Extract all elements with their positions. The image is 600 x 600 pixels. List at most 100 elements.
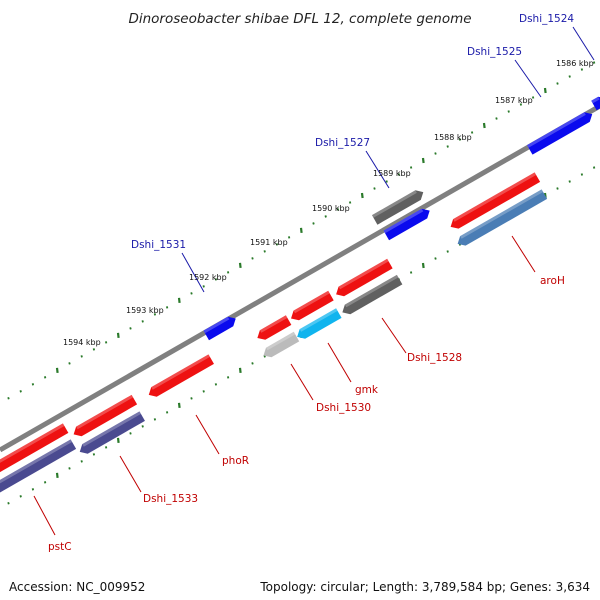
leader-pstc [33, 495, 56, 536]
inner-tick [238, 367, 242, 374]
gene-dshi-1528-body [336, 258, 393, 297]
cds-dshi-1527[interactable] [383, 206, 433, 241]
cds-dshi-1527-shine [383, 208, 424, 234]
leader-dshi-1533 [119, 455, 142, 493]
gene-phor-shine [151, 354, 210, 390]
outer-tick [251, 257, 254, 260]
gene-label-dshi-1533[interactable]: Dshi_1533 [143, 493, 198, 505]
inner-tick [421, 262, 425, 269]
inner-tick [19, 495, 22, 498]
leader-phor [195, 414, 220, 455]
inner-tick [7, 502, 10, 505]
outer-tick [397, 173, 401, 176]
outer-tick [507, 110, 510, 113]
cds-dshi-1531[interactable] [203, 314, 239, 341]
gene-dshi-1533[interactable] [71, 394, 138, 439]
cds-pstc[interactable] [0, 439, 77, 498]
outer-tick [592, 61, 596, 64]
inner-tick [263, 355, 266, 358]
outer-tick [104, 341, 108, 344]
outer-tick [7, 397, 10, 400]
inner-tick [55, 472, 59, 478]
inner-tick [446, 250, 449, 253]
tick-label-1591: 1591 kbp [250, 238, 288, 247]
cds-dshi-1524[interactable] [591, 94, 600, 111]
gene-label-dshi-1525[interactable]: Dshi_1525 [467, 46, 522, 58]
inner-tick [214, 383, 218, 386]
cds-dshi-1525[interactable] [527, 109, 595, 155]
outer-tick [568, 75, 571, 78]
cds-dshi-1531-body [203, 316, 236, 341]
leader-gmk [327, 342, 352, 383]
outer-tick [580, 68, 584, 71]
cds-dshi-1524-shine [591, 96, 600, 104]
outer-tick [55, 367, 59, 373]
gene-dshi-1530-shine [259, 315, 288, 333]
inner-tick [592, 166, 596, 169]
gene-pstc-shine [0, 423, 65, 471]
inner-tick [116, 437, 120, 443]
gene-label-dshi-1527[interactable]: Dshi_1527 [315, 137, 370, 149]
leader-dshi-1527 [365, 150, 390, 189]
outer-tick [165, 306, 169, 309]
inner-tick [129, 432, 132, 435]
accession-text: Accession: NC_009952 [9, 580, 146, 594]
cds-gmk[interactable] [294, 308, 342, 341]
gene-pstc[interactable] [0, 423, 69, 480]
inner-tick [409, 271, 413, 274]
outer-tick [153, 313, 157, 316]
cds-dshi-1528[interactable] [340, 274, 403, 317]
gene-dshi-1528[interactable] [333, 258, 393, 299]
cds-dshi-1528-body [342, 274, 403, 315]
gene-label-dshi-1531[interactable]: Dshi_1531 [131, 239, 186, 251]
gene-label-pstc[interactable]: pstC [48, 541, 72, 553]
gene-aroh-shine [453, 172, 537, 222]
tick-label-1589: 1589 kbp [373, 169, 411, 178]
outer-tick [336, 208, 340, 211]
outer-tick [263, 250, 266, 253]
outer-tick [190, 292, 193, 295]
cds-aroh[interactable] [455, 189, 548, 248]
gene-aroh[interactable] [448, 172, 541, 231]
outer-tick [177, 297, 181, 304]
outer-tick [19, 390, 22, 393]
gene-label-gmk[interactable]: gmk [355, 384, 379, 396]
cds-dshi-1530[interactable] [261, 331, 300, 360]
gene-label-dshi-1530[interactable]: Dshi_1530 [316, 402, 371, 414]
outer-tick [519, 103, 523, 106]
inner-tick [202, 390, 205, 393]
gene-gmk[interactable] [288, 290, 334, 323]
gene-dshi-1527[interactable] [371, 187, 426, 225]
cds-dshi-1530-shine [265, 331, 296, 351]
tick-label-1586: 1586 kbp [556, 59, 594, 68]
outer-tick [482, 122, 486, 129]
gene-dshi-1530[interactable] [255, 315, 292, 342]
inner-tick [43, 481, 47, 484]
outer-tick [495, 117, 498, 120]
outer-tick [226, 271, 230, 274]
tick-labels: 1586 kbp 1587 kbp 1588 kbp 1589 kbp 1590… [63, 59, 594, 347]
inner-tick [68, 467, 71, 470]
inner-tick [80, 460, 83, 463]
tick-label-1593: 1593 kbp [126, 306, 164, 315]
inner-tick [92, 453, 96, 456]
gene-dshi-1527-shine [371, 190, 417, 218]
outer-tick [543, 87, 547, 94]
gene-label-aroh[interactable]: aroH [540, 275, 565, 287]
outer-tick [409, 166, 413, 169]
cds-dshi-1528-shine [344, 274, 399, 308]
gene-label-dshi-1528[interactable]: Dshi_1528 [407, 352, 462, 364]
cds-dshi-1524-body [591, 96, 600, 111]
inner-tick [251, 362, 254, 365]
tick-label-1594: 1594 kbp [63, 338, 101, 347]
topology-text: Topology: circular; Length: 3,789,584 bp… [260, 580, 590, 594]
outer-tick [299, 227, 303, 234]
gene-label-phor[interactable]: phoR [222, 455, 249, 467]
outer-tick [116, 332, 120, 338]
leader-dshi-1531 [181, 252, 205, 293]
cds-dshi-1533[interactable] [77, 411, 145, 456]
gene-label-dshi-1524[interactable]: Dshi_1524 [519, 13, 574, 25]
cds-dshi-1527-body [383, 208, 430, 241]
gene-phor[interactable] [146, 354, 214, 399]
